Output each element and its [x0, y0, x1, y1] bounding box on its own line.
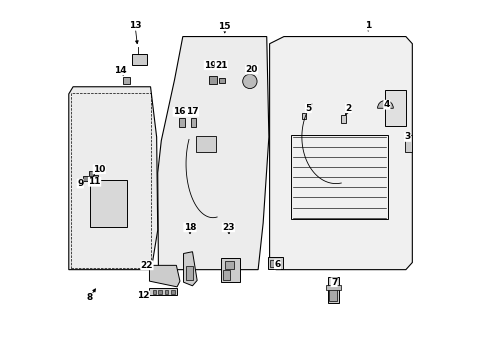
- Wedge shape: [377, 100, 392, 108]
- Text: 9: 9: [77, 179, 83, 188]
- Bar: [122, 77, 129, 84]
- Text: 14: 14: [114, 66, 127, 75]
- Bar: [149, 288, 177, 296]
- Text: 20: 20: [245, 65, 257, 74]
- Bar: [179, 118, 184, 127]
- Bar: [270, 260, 276, 267]
- Text: 15: 15: [218, 22, 230, 31]
- Bar: [340, 116, 345, 123]
- Text: 11: 11: [88, 177, 101, 186]
- Bar: [131, 54, 146, 65]
- Bar: [221, 258, 239, 282]
- Bar: [93, 175, 98, 180]
- Polygon shape: [149, 265, 180, 287]
- Bar: [327, 277, 339, 303]
- Bar: [158, 290, 162, 294]
- Polygon shape: [183, 252, 197, 286]
- Text: 19: 19: [203, 61, 216, 70]
- Text: 1: 1: [365, 21, 370, 30]
- Circle shape: [242, 74, 257, 89]
- Bar: [70, 93, 151, 268]
- Bar: [83, 176, 88, 181]
- Bar: [89, 180, 127, 226]
- Bar: [328, 285, 336, 301]
- Bar: [267, 257, 282, 269]
- Bar: [88, 171, 94, 176]
- Bar: [224, 261, 233, 269]
- Bar: [223, 270, 230, 280]
- Text: 21: 21: [215, 61, 227, 70]
- Text: 7: 7: [330, 278, 337, 287]
- Bar: [405, 135, 411, 152]
- Text: 2: 2: [345, 104, 351, 113]
- Text: 6: 6: [274, 260, 280, 269]
- Polygon shape: [158, 37, 268, 270]
- Text: 8: 8: [86, 293, 93, 302]
- Text: 16: 16: [173, 107, 185, 116]
- Text: 22: 22: [141, 261, 153, 270]
- Text: 23: 23: [222, 223, 234, 232]
- Text: 17: 17: [186, 107, 199, 116]
- Text: 12: 12: [137, 291, 149, 300]
- Text: 5: 5: [305, 104, 311, 113]
- Text: 4: 4: [383, 100, 389, 109]
- Polygon shape: [269, 37, 411, 270]
- Bar: [219, 78, 224, 83]
- Text: 18: 18: [183, 223, 196, 232]
- Bar: [164, 290, 168, 294]
- Bar: [190, 118, 196, 127]
- Bar: [301, 113, 305, 119]
- Bar: [325, 285, 340, 291]
- Polygon shape: [69, 87, 158, 270]
- Bar: [153, 290, 156, 294]
- Bar: [384, 90, 405, 126]
- Text: 10: 10: [93, 165, 105, 174]
- Text: 13: 13: [129, 21, 141, 30]
- Bar: [290, 135, 387, 220]
- Bar: [196, 136, 215, 152]
- Bar: [209, 76, 217, 84]
- Bar: [185, 266, 193, 280]
- Bar: [171, 290, 174, 294]
- Text: 3: 3: [404, 132, 410, 141]
